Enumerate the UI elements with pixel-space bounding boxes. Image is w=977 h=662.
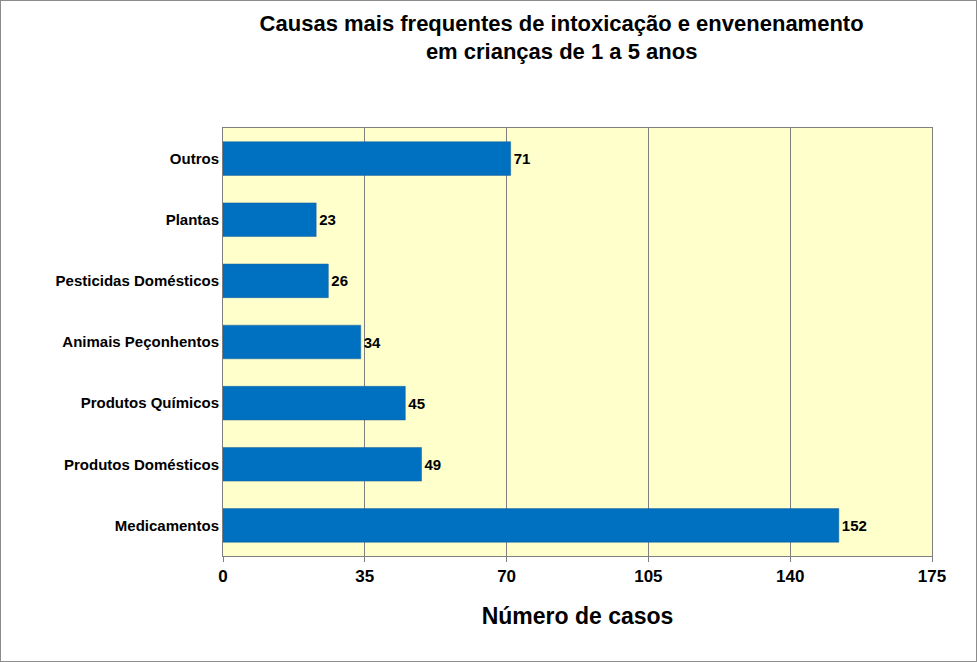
svg-text:71: 71 xyxy=(514,150,531,167)
svg-text:175: 175 xyxy=(918,567,946,586)
svg-text:Animais Peçonhentos: Animais Peçonhentos xyxy=(62,333,219,350)
svg-text:Outros: Outros xyxy=(170,150,219,167)
svg-text:34: 34 xyxy=(364,334,381,351)
svg-text:35: 35 xyxy=(355,567,374,586)
svg-text:45: 45 xyxy=(408,395,425,412)
svg-text:49: 49 xyxy=(425,456,442,473)
svg-text:Pesticidas Domésticos: Pesticidas Domésticos xyxy=(56,272,219,289)
svg-text:105: 105 xyxy=(634,567,662,586)
svg-text:Produtos Químicos: Produtos Químicos xyxy=(81,394,219,411)
svg-text:152: 152 xyxy=(842,517,867,534)
svg-text:0: 0 xyxy=(218,567,227,586)
svg-text:Número de casos: Número de casos xyxy=(482,603,674,629)
svg-text:Causas mais frequentes de into: Causas mais frequentes de intoxicação e … xyxy=(260,11,864,65)
svg-text:26: 26 xyxy=(331,272,348,289)
svg-text:Plantas: Plantas xyxy=(166,211,219,228)
svg-text:23: 23 xyxy=(319,211,336,228)
svg-text:Produtos Domésticos: Produtos Domésticos xyxy=(64,456,219,473)
svg-text:Medicamentos: Medicamentos xyxy=(115,517,219,534)
svg-text:70: 70 xyxy=(497,567,516,586)
svg-text:140: 140 xyxy=(776,567,804,586)
